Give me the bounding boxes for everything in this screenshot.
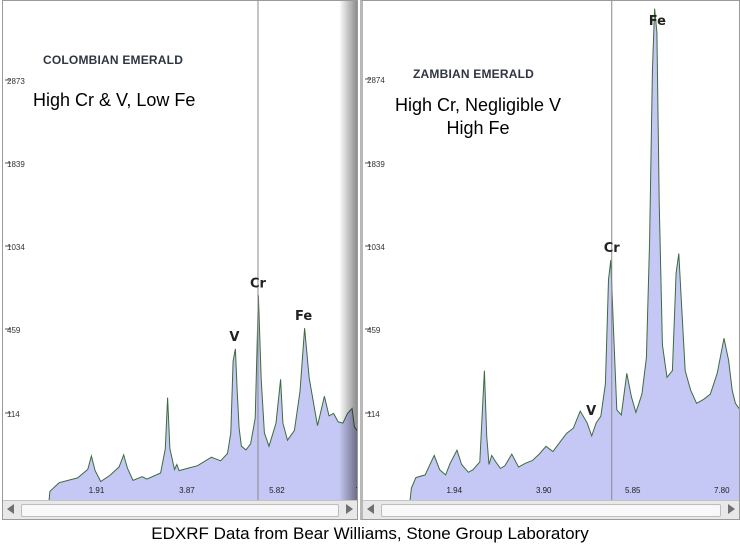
- x-tick-label: 7.80: [714, 486, 730, 495]
- zambian-horizontal-scrollbar[interactable]: [363, 500, 739, 519]
- colombian-sample-note: High Cr & V, Low Fe: [33, 89, 213, 112]
- spectrum-line: [409, 8, 739, 502]
- colombian-note-line: High Cr & V, Low Fe: [33, 90, 196, 110]
- peak-label: Fe: [295, 309, 312, 324]
- spectrum-area: [410, 8, 739, 501]
- scroll-left-arrow-icon[interactable]: [7, 504, 14, 514]
- scroll-left-arrow-icon[interactable]: [367, 504, 374, 514]
- x-tick-label: 1.94: [446, 486, 462, 495]
- x-tick-label: 7.: [356, 486, 358, 495]
- y-tick-label: 1034: [367, 243, 385, 252]
- y-tick-label: 114: [7, 410, 20, 419]
- spectrum-area: [49, 295, 357, 501]
- y-tick-label: 459: [7, 326, 21, 335]
- peak-label: Cr: [250, 276, 267, 291]
- y-tick-label: 1839: [367, 160, 385, 169]
- peak-label: V: [229, 330, 239, 345]
- figure-caption: EDXRF Data from Bear Williams, Stone Gro…: [151, 524, 589, 543]
- x-tick-label: 5.82: [269, 486, 285, 495]
- scroll-right-arrow-icon[interactable]: [346, 504, 353, 514]
- scroll-right-arrow-icon[interactable]: [728, 504, 735, 514]
- colombian-spectrum-chart: 2873 1839 1034 459 114 1.91 3.87 5.82 7. V Cr Fe: [5, 1, 358, 502]
- y-tick-label: 1034: [7, 243, 25, 252]
- y-tick-label: 2874: [367, 76, 385, 85]
- x-tick-label: 3.87: [179, 486, 195, 495]
- y-tick-label: 114: [367, 410, 380, 419]
- zambian-sample-title: ZAMBIAN EMERALD: [413, 67, 534, 81]
- zambian-note-line-1: High Cr, Negligible V: [394, 95, 562, 115]
- y-tick-label: 459: [367, 326, 381, 335]
- x-tick-label: 1.91: [89, 486, 105, 495]
- peak-label: Fe: [649, 14, 666, 29]
- colombian-spectrum-panel: 2873 1839 1034 459 114 1.91 3.87 5.82 7. V Cr Fe CO…: [2, 0, 358, 520]
- spectrum-line: [48, 295, 357, 502]
- panel-edge-shadow: [339, 1, 357, 519]
- scrollbar-thumb[interactable]: [21, 504, 339, 517]
- peak-label: V: [586, 404, 596, 419]
- y-tick-label: 1839: [7, 160, 25, 169]
- x-tick-label: 5.85: [625, 486, 641, 495]
- zambian-sample-note: High Cr, Negligible V High Fe: [378, 94, 578, 140]
- zambian-spectrum-panel: 2874 1839 1034 459 114 1.94 3.90 5.85 7.80 V Cr Fe …: [360, 0, 740, 520]
- peak-label: Cr: [604, 241, 621, 256]
- scrollbar-thumb[interactable]: [381, 504, 721, 517]
- colombian-horizontal-scrollbar[interactable]: [3, 500, 357, 519]
- x-tick-label: 3.90: [536, 486, 552, 495]
- zambian-note-line-2: High Fe: [446, 118, 510, 138]
- colombian-sample-title: COLOMBIAN EMERALD: [43, 53, 184, 67]
- zambian-spectrum-chart: 2874 1839 1034 459 114 1.94 3.90 5.85 7.80 V Cr Fe: [365, 1, 739, 502]
- y-tick-label: 2873: [7, 77, 25, 86]
